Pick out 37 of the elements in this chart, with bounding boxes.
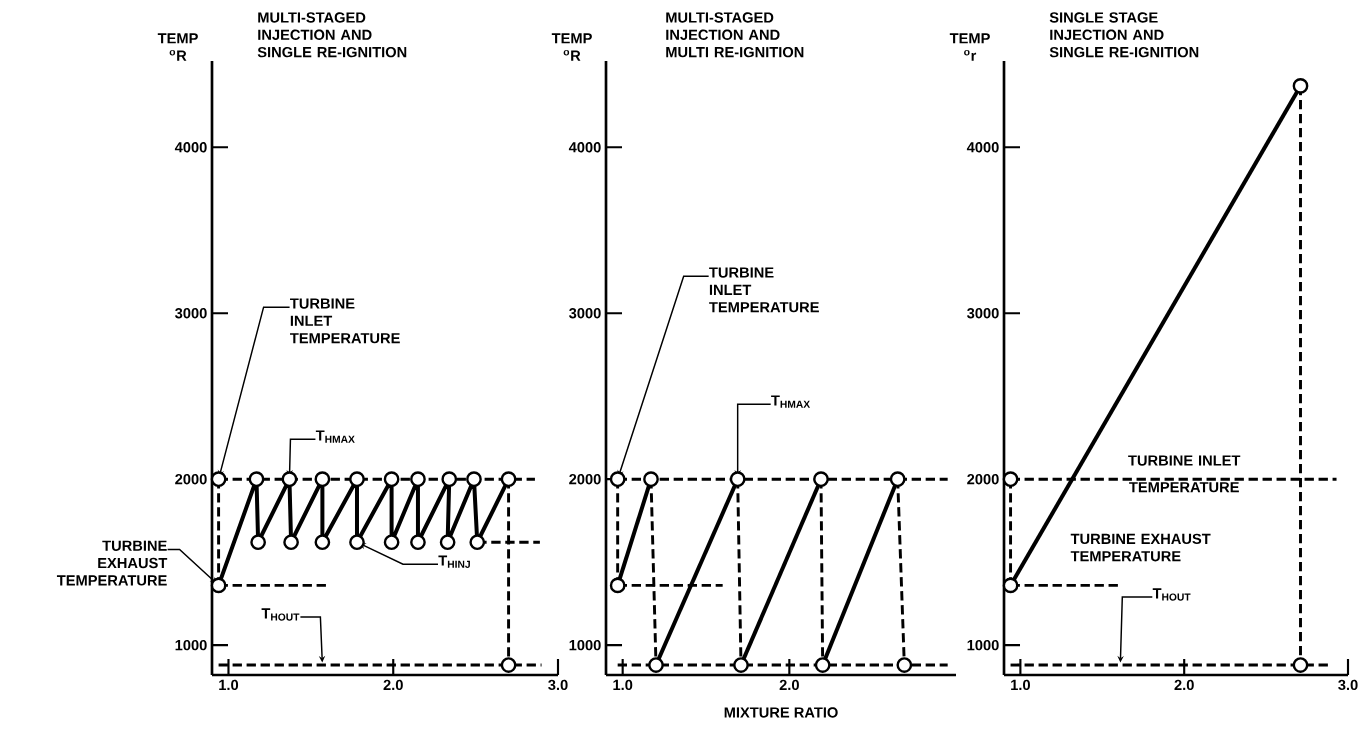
- y-axis-title: TEMP $^{o}$R: [551, 33, 592, 61]
- y-tick-label: 1000: [967, 639, 999, 651]
- y-tick-label: 1000: [569, 639, 601, 651]
- annotation: TURBINE INLET TEMPERATURE: [709, 267, 819, 313]
- x-tick-label: 2.0: [779, 679, 799, 691]
- x-tick-label: 3.0: [1338, 679, 1358, 691]
- annotation: T$_{HOUT}$: [1152, 588, 1191, 601]
- x-tick-label: 1.0: [613, 679, 633, 691]
- y-tick-label: 4000: [966, 142, 999, 153]
- y-tick-label: 3000: [175, 308, 207, 319]
- annotation: T$_{HOUT}$: [261, 608, 300, 621]
- y-tick-label: 4000: [568, 142, 601, 153]
- x-tick-label: 2.0: [383, 679, 403, 691]
- x-tick-label: 3.0: [548, 679, 568, 691]
- x-tick-label: 1.0: [1011, 679, 1030, 691]
- annotation: TURBINE INLET TEMPERATURE: [1128, 455, 1241, 493]
- y-tick-label: 1000: [175, 639, 207, 651]
- y-tick-label: 4000: [174, 142, 207, 153]
- chart-title: SINGLE STAGE INJECTION AND SINGLE RE-IGNITION: [1049, 12, 1199, 58]
- annotation: TURBINE INLET TEMPERATURE: [290, 298, 400, 344]
- annotation: T$_{HINJ}$: [438, 555, 470, 568]
- chart-title: MULTI-STAGED INJECTION AND SINGLE RE-IGNITION: [257, 12, 407, 58]
- chart-title: MULTI-STAGED INJECTION AND MULTI RE-IGNITION: [666, 12, 804, 58]
- y-axis-title: TEMP $^{o}$r: [949, 33, 990, 61]
- y-axis-title: TEMP $^{o}$R: [157, 33, 198, 61]
- annotation: T$_{HMAX}$: [315, 430, 355, 443]
- y-tick-label: 2000: [967, 474, 999, 485]
- x-tick-label: 1.0: [219, 679, 239, 691]
- x-tick-label: 2.0: [1174, 679, 1194, 691]
- annotation: TURBINE EXHAUST TEMPERATURE: [1070, 533, 1211, 562]
- y-tick-label: 2000: [569, 474, 601, 485]
- x-axis-title: MIXTURE RATIO: [724, 707, 838, 718]
- annotation: T$_{HMAX}$: [771, 395, 811, 408]
- y-tick-label: 3000: [967, 308, 999, 319]
- y-tick-label: 2000: [175, 474, 207, 485]
- annotation: TURBINE EXHAUST TEMPERATURE: [56, 540, 168, 586]
- y-tick-label: 3000: [569, 308, 601, 319]
